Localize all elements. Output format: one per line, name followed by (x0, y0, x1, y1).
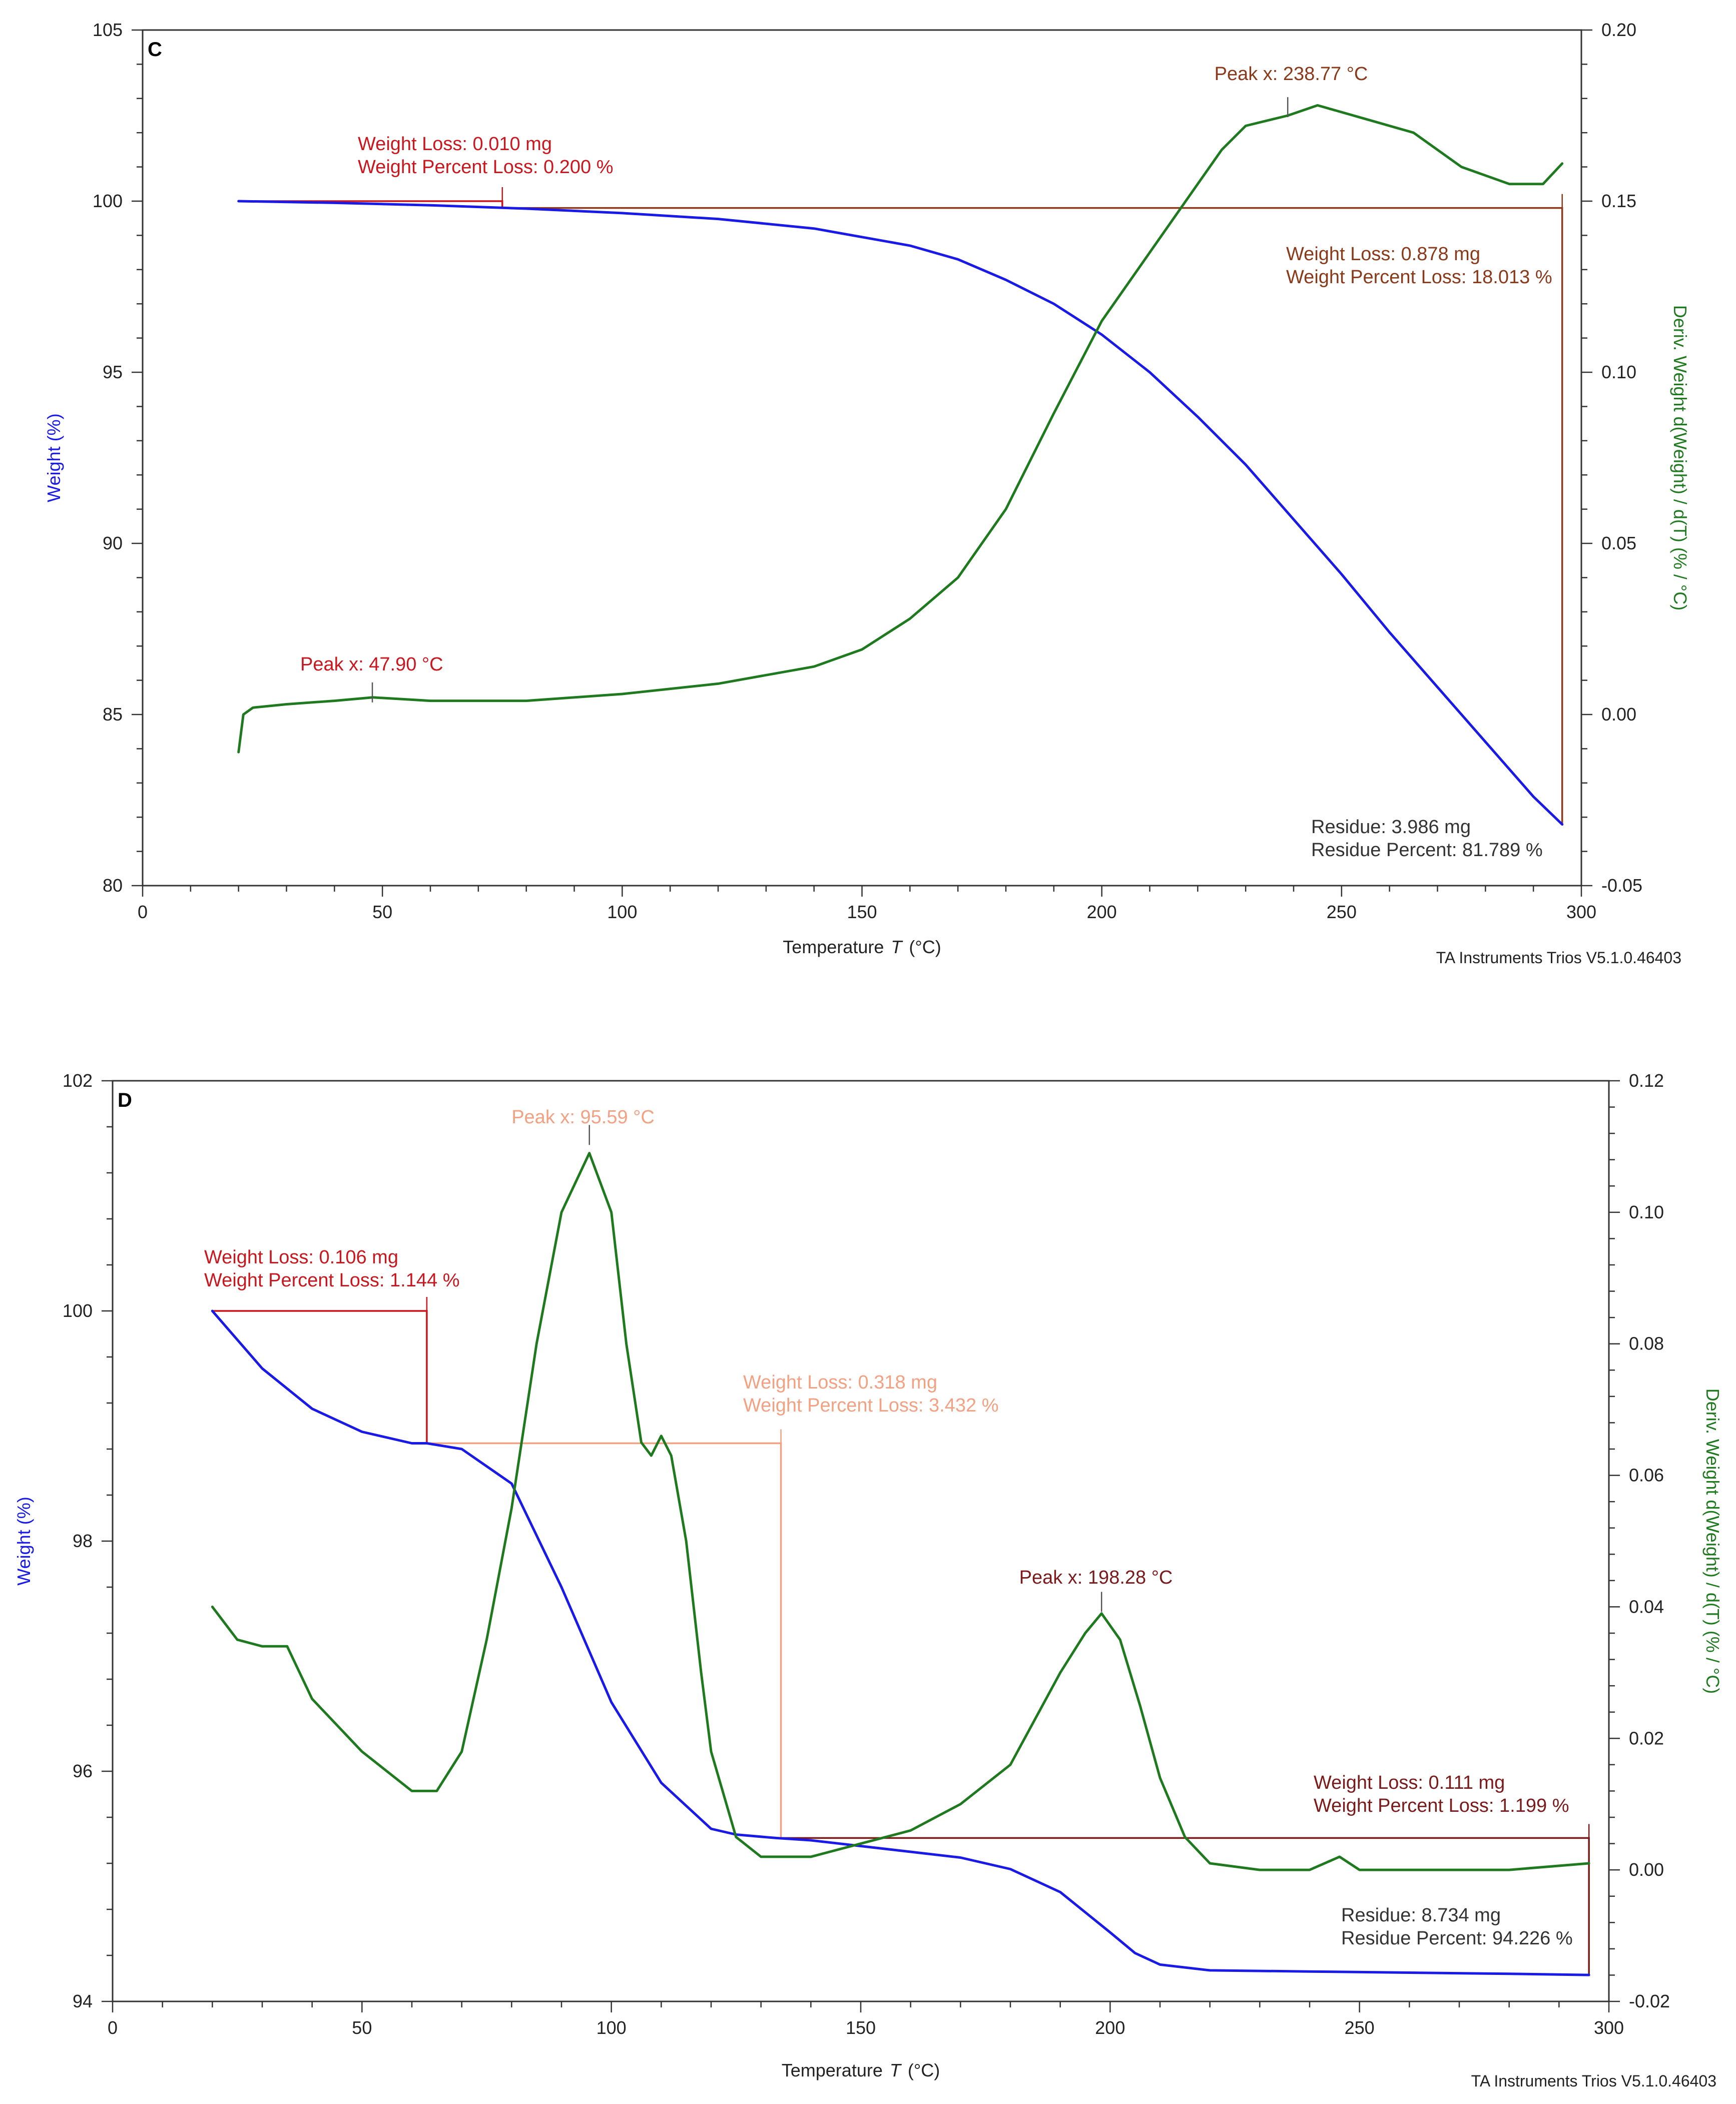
y-right-tick-label: 0.00 (1629, 1859, 1664, 1880)
annotation-text: Peak x: 47.90 °C (300, 654, 443, 675)
x-tick-label: 50 (372, 902, 392, 922)
annotation-text: Peak x: 198.28 °C (1019, 1567, 1173, 1588)
y-left-tick-label: 96 (73, 1761, 93, 1781)
annotation-text: Weight Loss: 0.010 mg (358, 134, 552, 155)
annotation-text: Residue: 3.986 mg (1311, 817, 1471, 838)
y-right-tick-label: 0.20 (1601, 20, 1636, 40)
annotation-text: Residue: 8.734 mg (1341, 1905, 1501, 1926)
x-tick-label: 0 (108, 2017, 118, 2038)
plot-frame (112, 1080, 1610, 2002)
series-line-weight (237, 200, 1564, 826)
y-left-tick-label: 105 (93, 20, 123, 40)
weight-loss-step-2 (502, 207, 1563, 825)
annotation-text: Residue Percent: 94.226 % (1341, 1928, 1573, 1949)
annotation-text: Peak x: 238.77 °C (1215, 64, 1368, 85)
annotation-text: Weight Loss: 0.111 mg (1314, 1772, 1505, 1793)
panel-c-chart: C 0 50 100 150 200 250 300 80 85 90 95 100 105 -0.05 0.… (44, 20, 1690, 967)
x-tick-label: 100 (597, 2017, 627, 2038)
y-right-tick-label: 0.12 (1629, 1070, 1664, 1091)
y-left-tick-label: 95 (103, 362, 123, 382)
x-axis-title-unit: (°C) (909, 937, 941, 957)
y-right-tick-label: 0.08 (1629, 1333, 1664, 1354)
annotation-text: Weight Percent Loss: 0.200 % (358, 157, 613, 178)
annotation-text: Weight Loss: 0.878 mg (1286, 244, 1480, 265)
x-axis-title-symbol: T (890, 2060, 902, 2080)
annotation-text: Weight Percent Loss: 1.199 % (1314, 1795, 1569, 1816)
x-tick-label: 250 (1345, 2017, 1375, 2038)
x-tick-label: 200 (1087, 902, 1117, 922)
x-tick-label: 200 (1095, 2017, 1125, 2038)
series-line-weight (211, 1309, 1590, 1976)
x-tick-label: 300 (1566, 902, 1596, 922)
y-right-tick-label: -0.02 (1629, 1991, 1670, 2011)
annotation-text: Peak x: 95.59 °C (511, 1107, 655, 1128)
annotation-text: Weight Loss: 0.106 mg (204, 1247, 398, 1268)
x-tick-label: 100 (607, 902, 637, 922)
x-tick-label: 250 (1327, 902, 1357, 922)
x-axis-title: Temperature T (°C) (782, 2060, 940, 2080)
software-footer: TA Instruments Trios V5.1.0.46403 (1471, 2072, 1716, 2090)
y-left-tick-label: 94 (73, 1991, 93, 2011)
y-left-tick-label: 102 (63, 1070, 93, 1091)
y-right-tick-label: -0.05 (1601, 875, 1642, 896)
y-left-tick-label: 100 (93, 191, 123, 211)
y-right-tick-label: 0.15 (1601, 191, 1636, 211)
y-left-axis-title: Weight (%) (14, 1497, 34, 1585)
y-left-tick-label: 98 (73, 1531, 93, 1551)
weight-loss-step-2 (426, 1442, 782, 1838)
x-axis-title-main: Temperature (782, 2060, 883, 2080)
annotation-text: Weight Percent Loss: 18.013 % (1286, 267, 1552, 288)
x-axis-title: Temperature T (°C) (783, 937, 941, 957)
y-right-tick-label: 0.06 (1629, 1465, 1664, 1486)
annotation-text: Residue Percent: 81.789 % (1311, 840, 1543, 861)
annotation-text: Weight Loss: 0.318 mg (743, 1372, 937, 1393)
y-right-tick-label: 0.10 (1629, 1202, 1664, 1222)
panel-d-chart: D 0 50 100 150 200 250 300 94 96 98 100 102 -0.02 0.00… (14, 1070, 1723, 2090)
weight-loss-step-1 (212, 1310, 428, 1444)
y-left-tick-label: 90 (103, 533, 123, 553)
x-tick-label: 50 (352, 2017, 372, 2038)
y-right-tick-label: 0.00 (1601, 704, 1636, 725)
y-right-tick-label: 0.10 (1601, 362, 1636, 382)
y-right-tick-label: 0.02 (1629, 1728, 1664, 1748)
annotation-text: Weight Percent Loss: 1.144 % (204, 1270, 459, 1291)
x-tick-label: 150 (847, 902, 877, 922)
x-axis-title-symbol: T (891, 937, 903, 957)
y-left-axis-title: Weight (%) (44, 413, 64, 502)
series-line-deriv-weight (211, 1152, 1590, 1871)
panel-letter: C (148, 39, 162, 61)
y-right-tick-label: 0.04 (1629, 1596, 1664, 1617)
y-left-tick-label: 80 (103, 875, 123, 896)
annotation-text: Weight Percent Loss: 3.432 % (743, 1395, 998, 1416)
x-axis-title-unit: (°C) (908, 2060, 940, 2080)
x-tick-label: 150 (846, 2017, 876, 2038)
panel-letter: D (118, 1089, 132, 1111)
x-tick-label: 300 (1594, 2017, 1624, 2038)
y-right-tick-label: 0.05 (1601, 533, 1636, 553)
software-footer: TA Instruments Trios V5.1.0.46403 (1436, 949, 1681, 967)
y-right-axis-title: Deriv. Weight d(Weight) / d(T) (% / °C) (1670, 305, 1690, 611)
x-axis-title-main: Temperature (783, 937, 884, 957)
series-line-deriv-weight (237, 104, 1564, 754)
y-left-tick-label: 100 (63, 1300, 93, 1321)
x-tick-label: 0 (138, 902, 148, 922)
y-right-axis-title: Deriv. Weight d(Weight) / d(T) (% / °C) (1702, 1388, 1723, 1694)
y-left-tick-label: 85 (103, 704, 123, 725)
